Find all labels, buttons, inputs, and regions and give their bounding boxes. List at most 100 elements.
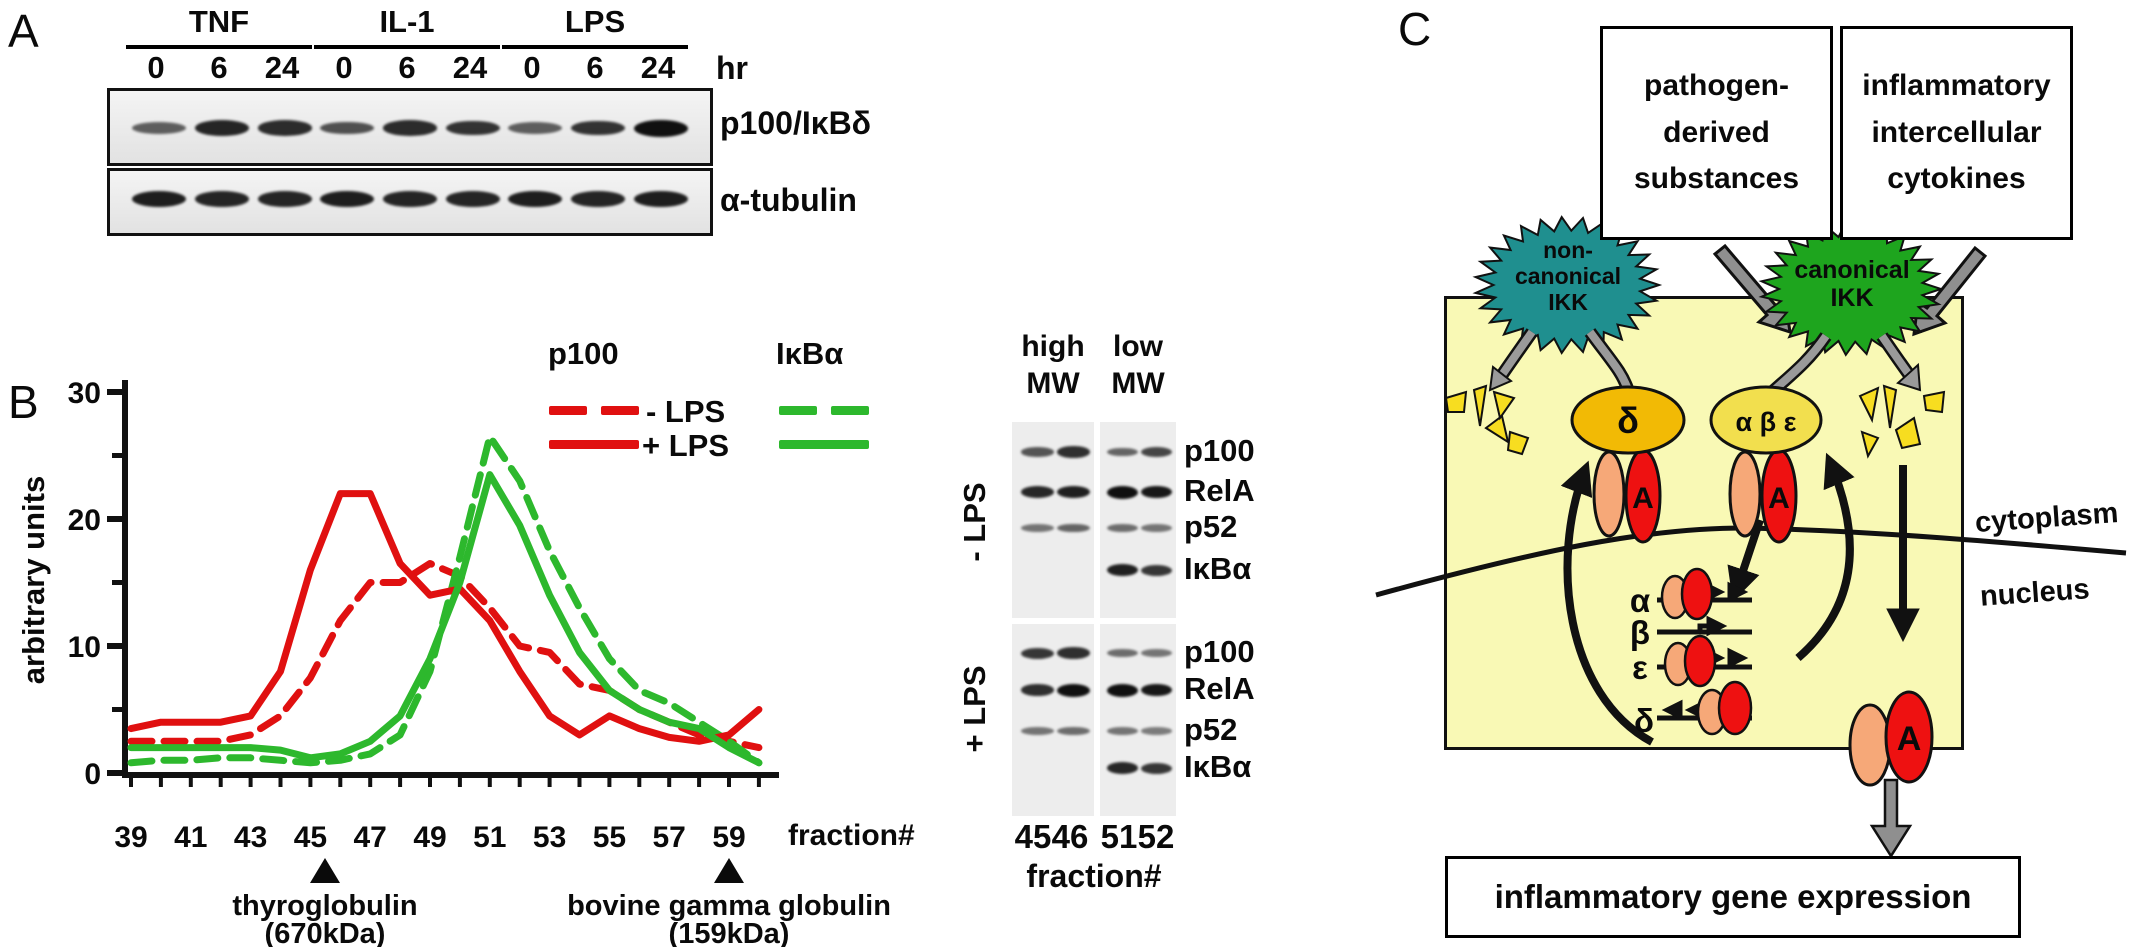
gel-band — [571, 120, 625, 136]
timepoint: 6 — [586, 50, 604, 85]
input-box-pathogen: pathogen- derived substances — [1600, 26, 1833, 240]
timepoint: 24 — [640, 50, 676, 85]
marker-triangle-bgg — [714, 858, 744, 883]
gel-band — [1107, 485, 1138, 499]
canonical-ikk-label: canonical IKK — [1794, 256, 1910, 312]
x-tick-label: 45 — [294, 821, 327, 854]
fraction-axis-label: fraction# — [1026, 858, 1162, 894]
legend-swatch-red-solid — [549, 440, 639, 449]
gel-band — [1057, 647, 1090, 659]
canonical-degradation-arrow — [1878, 333, 1914, 379]
gel-band — [1141, 683, 1172, 697]
gel-band — [1057, 485, 1090, 499]
gel-band — [320, 190, 374, 208]
gel-band — [258, 120, 312, 136]
gel-band — [1107, 523, 1138, 533]
blot-label-p100-ikbd: p100/IκBδ — [720, 105, 872, 141]
gel-band — [508, 121, 562, 135]
gel-band — [1141, 446, 1172, 458]
annotation-bgg: bovine gamma globulin — [567, 890, 891, 922]
gel-band — [571, 191, 625, 207]
ikb-fragments-left — [1444, 384, 1530, 456]
western-blot-tubulin — [107, 168, 713, 236]
timepoint: 6 — [210, 50, 228, 85]
gene-expression-arrow — [1869, 778, 1913, 859]
curve-p100-plus-lps — [127, 490, 763, 745]
gel-band — [1107, 447, 1138, 457]
gel-band — [320, 121, 374, 135]
noncanonical-degradation-arrow — [1496, 329, 1536, 381]
annotation-thyroglobulin: thyroglobulin — [232, 890, 417, 922]
output-box-gene-expression: inflammatory gene expression — [1445, 856, 2021, 938]
gel-band — [1057, 523, 1090, 533]
timepoint: 6 — [398, 50, 416, 85]
gel-band — [258, 191, 312, 207]
band-row-label: RelA — [1184, 473, 1255, 508]
gel-band — [1021, 524, 1054, 532]
band-row-label: p100 — [1184, 634, 1255, 669]
legend-row-plus-lps: + LPS — [642, 428, 730, 463]
gel-band — [1141, 485, 1172, 499]
legend-swatch-red-dash — [601, 406, 639, 415]
delta-subunit-label: δ — [1617, 400, 1639, 441]
gel-band — [446, 191, 500, 207]
abe-subunit-label: α β ε — [1736, 407, 1797, 437]
gene-label-epsilon: ε — [1632, 649, 1648, 686]
band-row-label: IκBα — [1184, 749, 1252, 784]
gel-band — [1141, 762, 1172, 774]
gel-band — [1141, 524, 1172, 532]
x-tick-label: 41 — [174, 821, 207, 854]
fractionation-chart: arbitrary units fraction# 0 10 20 30 39 41 43 4… — [16, 377, 915, 947]
timepoint: 0 — [523, 50, 541, 85]
noncanonical-to-delta-arrow — [1586, 329, 1632, 392]
group-header-tnf: TNF — [126, 4, 312, 49]
x-tick-label: 57 — [653, 821, 686, 854]
gel-band — [1021, 647, 1054, 659]
ikb-complexes — [1570, 385, 1934, 787]
curve-ikba-plus-lps — [127, 471, 763, 767]
legend-header-p100: p100 — [548, 336, 619, 371]
gel-band — [195, 120, 249, 136]
gray-arrowhead — [1488, 365, 1513, 392]
noncanonical-ikk-label: non- canonical IKK — [1514, 237, 1622, 315]
gel-band — [383, 191, 437, 207]
delta-feedback-arrow — [1560, 460, 1654, 746]
blot-label-tubulin: α-tubulin — [720, 182, 857, 218]
gel-band — [1107, 563, 1138, 577]
band-row-label: p52 — [1184, 509, 1238, 544]
legend-swatch-green-dash — [779, 406, 817, 415]
gene-label-delta: δ — [1634, 702, 1654, 739]
x-tick-label: 47 — [354, 821, 387, 854]
band-row-label: p100 — [1184, 433, 1255, 468]
time-unit-label: hr — [716, 50, 748, 86]
timepoint: 24 — [452, 50, 488, 85]
x-tick-label: 49 — [413, 821, 446, 854]
gene-label-beta: β — [1630, 614, 1650, 651]
timepoint: 24 — [264, 50, 300, 85]
ikb-fragments-right — [1858, 384, 1946, 459]
gel-band — [132, 190, 186, 208]
x-tick-label: 39 — [114, 821, 147, 854]
panel-c-label: C — [1398, 3, 1432, 55]
gel-band — [1057, 726, 1090, 736]
x-axis-title: fraction# — [788, 819, 915, 852]
blot-column-header-low-mw: low MW — [1111, 330, 1165, 400]
legend-header-ikba: IκBα — [776, 336, 844, 371]
fraction-number: 51 — [1100, 818, 1138, 855]
exported-dimer-red — [1884, 690, 1934, 784]
group-header-lps: LPS — [502, 4, 688, 49]
panel-b-label: B — [8, 376, 39, 428]
gel-band — [1141, 727, 1172, 735]
genes-to-cytoplasm-arrow — [1795, 452, 1855, 662]
gel-band — [1107, 727, 1138, 735]
legend-row-minus-lps: - LPS — [646, 394, 726, 429]
gel-band — [195, 191, 249, 207]
x-tick-label: 55 — [593, 821, 626, 854]
x-tick-label: 53 — [533, 821, 566, 854]
gene-bound-dimers — [1660, 567, 1753, 736]
abe-ellipse — [1709, 385, 1823, 455]
fraction-number: 52 — [1137, 818, 1175, 855]
band-row-label: IκBα — [1184, 551, 1252, 586]
gel-band — [508, 190, 562, 208]
